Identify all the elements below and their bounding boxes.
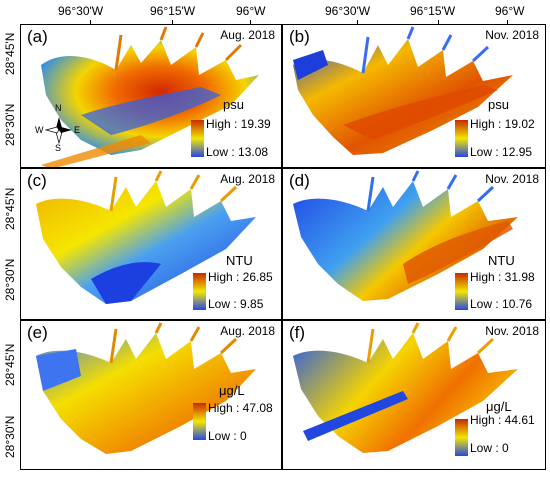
panel-date-b: Nov. 2018 <box>485 28 539 42</box>
compass-w: W <box>35 125 44 135</box>
unit-label-b: psu <box>488 97 509 112</box>
unit-label-c: NTU <box>226 253 253 268</box>
bay-map-b <box>293 26 513 155</box>
compass-s: S <box>55 143 62 153</box>
lat-label-28-45n-row1: 28°45'N <box>3 32 17 75</box>
colorbar-low-b: Low : 12.95 <box>470 145 533 159</box>
panel-date-f: Nov. 2018 <box>485 324 539 338</box>
colorbar-high-e: High : 47.08 <box>208 401 273 415</box>
map-panel-b: (b) Nov. 2018 psu High : 19.02 Low : 12.… <box>282 24 546 168</box>
panel-date-d: Nov. 2018 <box>485 172 539 186</box>
lon-label-96w-left: 96°W <box>236 4 266 18</box>
lat-label-28-30n-row1: 28°30'N <box>3 103 17 146</box>
north-arrow-icon <box>44 117 72 145</box>
unit-label-f: μg/L <box>486 399 512 414</box>
lon-tick <box>357 20 358 26</box>
panel-label-e: (e) <box>27 323 48 342</box>
compass-n: N <box>55 103 62 113</box>
lon-label-96w-right: 96°W <box>495 4 525 18</box>
colorbar-high-b: High : 19.02 <box>470 117 535 131</box>
colorbar-low-e: Low : 0 <box>208 429 247 443</box>
map-panel-e: (e) Aug. 2018 μg/L High : 47.08 Low : 0 <box>20 320 282 470</box>
unit-label-e: μg/L <box>219 383 245 398</box>
colorbar-low-f: Low : 0 <box>470 441 509 455</box>
panel-label-f: (f) <box>289 323 306 342</box>
lat-label-28-30n-row3: 28°30'N <box>3 415 17 458</box>
panel-label-c: (c) <box>27 171 47 190</box>
lon-label-96-30w-right: 96°30'W <box>325 4 371 18</box>
unit-label-d: NTU <box>488 253 515 268</box>
colorbar-f <box>455 419 468 456</box>
panel-label-b: (b) <box>289 27 310 46</box>
colorbar-b <box>455 120 468 157</box>
lon-tick <box>438 20 439 26</box>
bay-map-d <box>293 170 518 301</box>
bay-map-a <box>41 26 259 167</box>
colorbar-d <box>455 273 468 310</box>
colorbar-high-a: High : 19.39 <box>206 117 271 131</box>
bay-map-c <box>36 170 256 304</box>
lat-label-28-45n-row3: 28°45'N <box>3 343 17 386</box>
colorbar-low-a: Low : 13.08 <box>206 145 269 159</box>
compass-e: E <box>74 125 81 135</box>
lon-tick <box>90 20 91 26</box>
bay-map-f <box>293 322 518 453</box>
lat-label-28-45n-row2: 28°45'N <box>3 187 17 230</box>
colorbar-low-d: Low : 10.76 <box>470 297 533 311</box>
lon-tick <box>250 20 251 26</box>
panel-date-a: Aug. 2018 <box>220 28 275 42</box>
colorbar-c <box>193 273 206 310</box>
colorbar-high-c: High : 26.85 <box>208 270 273 284</box>
lat-label-28-30n-row2: 28°30'N <box>3 258 17 301</box>
lon-tick <box>507 20 508 26</box>
lon-label-96-30w-left: 96°30'W <box>58 4 104 18</box>
map-panel-f: (f) Nov. 2018 μg/L High : 44.61 Low : 0 <box>282 320 546 470</box>
panel-label-d: (d) <box>289 171 310 190</box>
lon-tick <box>172 20 173 26</box>
colorbar-high-f: High : 44.61 <box>470 413 535 427</box>
map-panel-a: (a) Aug. 2018 N S W E psu High : 19.39 L… <box>20 24 282 168</box>
map-panel-d: (d) Nov. 2018 NTU High : 31.98 Low : 10.… <box>282 168 546 320</box>
colorbar-a <box>191 120 204 157</box>
bay-map-e <box>36 322 256 454</box>
map-panel-c: (c) Aug. 2018 NTU High : 26.85 Low : 9.8… <box>20 168 282 320</box>
lon-label-96-15w-left: 96°15'W <box>150 4 196 18</box>
colorbar-e <box>193 403 206 440</box>
panel-label-a: (a) <box>27 27 48 46</box>
panel-date-e: Aug. 2018 <box>220 324 275 338</box>
lon-label-96-15w-right: 96°15'W <box>410 4 456 18</box>
unit-label-a: psu <box>223 97 244 112</box>
colorbar-low-c: Low : 9.85 <box>208 297 264 311</box>
colorbar-high-d: High : 31.98 <box>470 270 535 284</box>
panel-date-c: Aug. 2018 <box>220 172 275 186</box>
